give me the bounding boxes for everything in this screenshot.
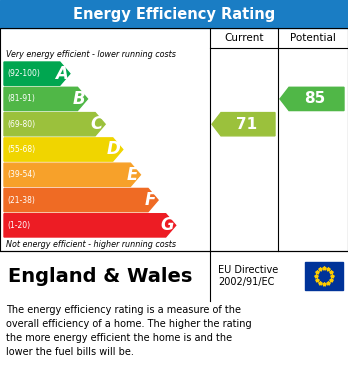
Text: D: D (107, 140, 121, 158)
Text: E: E (127, 166, 139, 184)
Text: (39-54): (39-54) (7, 170, 35, 179)
Text: 71: 71 (236, 117, 257, 132)
Polygon shape (212, 113, 275, 136)
Text: B: B (73, 90, 86, 108)
Text: England & Wales: England & Wales (8, 267, 192, 285)
Text: Not energy efficient - higher running costs: Not energy efficient - higher running co… (6, 240, 176, 249)
Text: 85: 85 (304, 91, 326, 106)
Bar (0, 0, 348, 28)
Polygon shape (4, 138, 123, 161)
Text: (92-100): (92-100) (7, 69, 40, 78)
Text: C: C (91, 115, 103, 133)
Text: (69-80): (69-80) (7, 120, 35, 129)
Text: (81-91): (81-91) (7, 95, 35, 104)
Text: (1-20): (1-20) (7, 221, 30, 230)
Bar (0, 28, 348, 251)
Bar (305, 262, 343, 290)
Text: F: F (145, 191, 156, 209)
Polygon shape (4, 214, 176, 237)
Text: Potential: Potential (290, 33, 335, 43)
Polygon shape (4, 113, 105, 136)
Text: 2002/91/EC: 2002/91/EC (218, 277, 274, 287)
Text: A: A (55, 65, 68, 83)
Polygon shape (4, 163, 141, 187)
Polygon shape (4, 62, 70, 85)
Text: EU Directive: EU Directive (218, 265, 278, 275)
Polygon shape (4, 87, 87, 111)
Text: G: G (160, 216, 174, 234)
Polygon shape (4, 188, 158, 212)
Text: Very energy efficient - lower running costs: Very energy efficient - lower running co… (6, 50, 176, 59)
Polygon shape (280, 87, 344, 111)
Text: (55-68): (55-68) (7, 145, 35, 154)
Text: Energy Efficiency Rating: Energy Efficiency Rating (73, 7, 275, 22)
Text: The energy efficiency rating is a measure of the
overall efficiency of a home. T: The energy efficiency rating is a measur… (6, 305, 252, 357)
Text: Current: Current (224, 33, 264, 43)
Text: (21-38): (21-38) (7, 196, 35, 204)
